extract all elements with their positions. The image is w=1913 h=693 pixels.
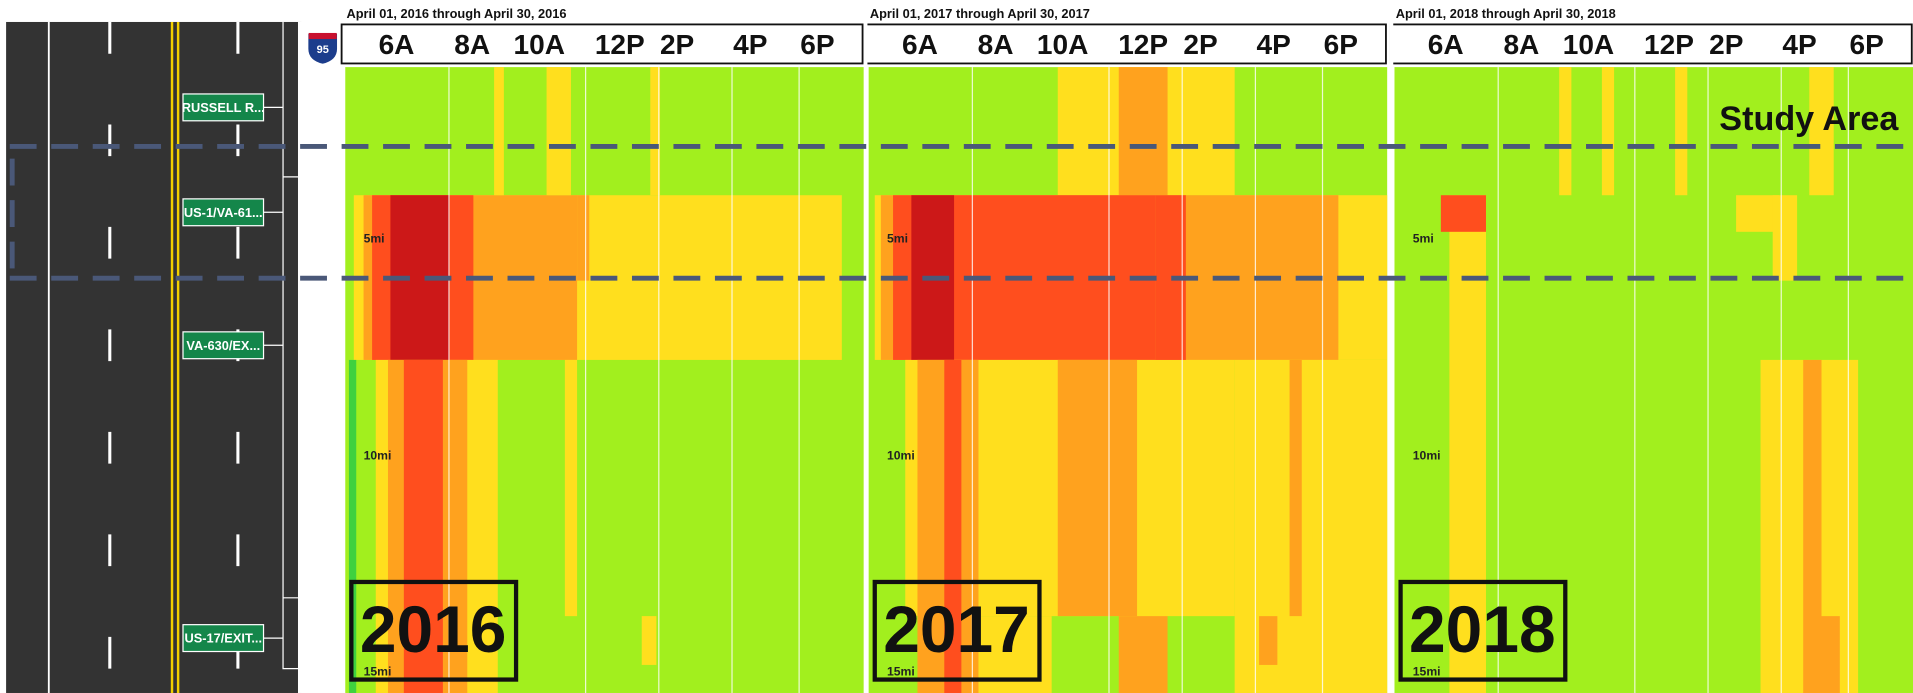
time-label: 10A: [514, 29, 565, 60]
time-label: 6P: [1324, 29, 1358, 60]
time-label: 6A: [902, 29, 938, 60]
road-sign: [182, 624, 265, 653]
time-label: 4P: [733, 29, 767, 60]
shield-top: [308, 32, 337, 40]
heatmap-cell: [1289, 359, 1302, 617]
heatmap-cell: [1736, 195, 1779, 232]
mile-label: 10mi: [887, 449, 915, 463]
heatmap-cell: [1057, 359, 1138, 617]
road-sign: [182, 93, 265, 122]
time-label: 6A: [1428, 29, 1464, 60]
panel-date-range: April 01, 2017 through April 30, 2017: [870, 6, 1090, 21]
mile-label: 10mi: [364, 449, 392, 463]
mile-label: 15mi: [1413, 664, 1441, 678]
time-label: 2P: [1183, 29, 1217, 60]
road-sign-label: US-1/VA-61...: [184, 205, 263, 220]
heatmap-cell: [1440, 195, 1486, 232]
time-label: 8A: [454, 29, 490, 60]
panel-date-range: April 01, 2018 through April 30, 2018: [1396, 6, 1616, 21]
mile-label: 5mi: [887, 231, 908, 245]
road-sign: [182, 331, 265, 360]
road-sign-label: VA-630/EX...: [186, 338, 260, 353]
heatmap-cell: [1259, 616, 1278, 665]
heatmap-cell: [641, 616, 657, 665]
heatmap-cell: [650, 67, 661, 196]
year-box: [349, 579, 519, 682]
road-sign-label: US-17/EXIT...: [184, 631, 262, 646]
year-box: [1398, 579, 1568, 682]
time-label: 2P: [660, 29, 694, 60]
road-sign: [182, 198, 265, 227]
heatmap-cell: [1821, 616, 1840, 693]
time-header: [864, 23, 1387, 65]
mile-label: 15mi: [887, 664, 915, 678]
sign-bracket: [282, 21, 299, 670]
mile-label: 5mi: [1413, 231, 1434, 245]
time-label: 4P: [1782, 29, 1816, 60]
heatmap-cell: [1809, 67, 1834, 196]
heatmap-cell: [1559, 67, 1572, 196]
heatmap-cell: [403, 359, 443, 693]
time-label: 6A: [379, 29, 415, 60]
heatmap-cell: [1234, 359, 1388, 693]
heatmap-cell: [494, 67, 504, 196]
heatmap-cell: [1601, 67, 1615, 196]
heatmap-cell: [1772, 195, 1798, 281]
heatmap-cell: [577, 195, 590, 281]
heatmap-cell: [348, 359, 357, 693]
time-label: 10A: [1037, 29, 1088, 60]
shield-number: 95: [317, 44, 329, 56]
interstate-shield: [306, 32, 339, 66]
direction-label: NB: [314, 64, 331, 78]
time-label: 12P: [595, 29, 645, 60]
year-label: 2016: [360, 592, 507, 666]
time-label: 4P: [1257, 29, 1291, 60]
road-sign-label: RUSSELL R...: [182, 100, 265, 115]
time-label: 8A: [978, 29, 1014, 60]
time-label: 12P: [1118, 29, 1168, 60]
time-label: 2P: [1709, 29, 1743, 60]
time-label: 6P: [1849, 29, 1883, 60]
mile-label: 5mi: [364, 231, 385, 245]
year-box: [872, 579, 1042, 682]
time-label: 8A: [1503, 29, 1539, 60]
heatmap-cell: [944, 359, 962, 693]
time-label: 12P: [1644, 29, 1694, 60]
time-label: 6P: [800, 29, 834, 60]
time-label: 10A: [1563, 29, 1614, 60]
mile-label: 10mi: [1413, 449, 1441, 463]
mile-label: 15mi: [364, 664, 392, 678]
heatmap-cell: [546, 67, 571, 196]
heatmap-cell: [1803, 359, 1822, 693]
direction-arrow: [308, 78, 338, 581]
heatmap-cell: [1675, 67, 1688, 196]
panel-date-range: April 01, 2016 through April 30, 2016: [346, 6, 566, 21]
year-label: 2017: [883, 592, 1030, 666]
time-header: [340, 23, 864, 65]
heatmap-cell: [564, 359, 578, 617]
study-area-label: Study Area: [1719, 100, 1899, 138]
year-label: 2018: [1409, 592, 1556, 666]
